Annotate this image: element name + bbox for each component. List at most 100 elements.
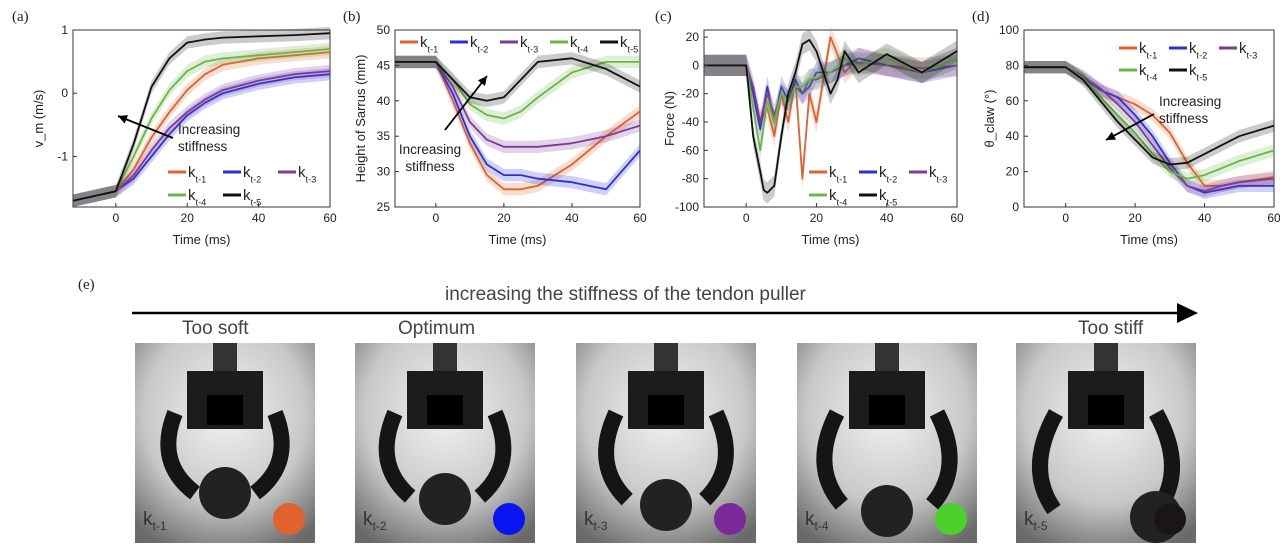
x-tick-label: 0 — [1062, 211, 1069, 225]
stiffness-arrow — [132, 303, 1198, 323]
series-line-k-t-2 — [395, 61, 641, 191]
series-line-k-t-2 — [72, 73, 331, 202]
series-line-k-t-5 — [395, 57, 641, 102]
legend-label: kt-3 — [1239, 40, 1257, 60]
x-tick-label: 0 — [112, 211, 119, 225]
band-k-t-4 — [395, 55, 640, 125]
y-tick-label: 0 — [1012, 200, 1019, 214]
annotation-text: Increasing stiffness — [1159, 94, 1221, 126]
panel-letter-d: (d) — [972, 9, 990, 25]
x-axis-label: Time (ms) — [488, 232, 546, 247]
panel-letter-b: (b) — [343, 9, 361, 25]
series-line-k-t-5 — [72, 32, 331, 202]
y-tick-label: 0 — [61, 86, 68, 100]
x-tick-label: 60 — [950, 211, 964, 225]
band-k-t-2 — [395, 55, 640, 196]
stiffness-label: kt-3 — [584, 509, 608, 533]
y-tick-label: 45 — [377, 58, 391, 72]
charts-figure: 0 20 40 60 -1 0 1 Time (ms) v_m (m/s) kt-1 kt-2 kt-… — [31, 23, 1280, 247]
x-axis-label: Time (ms) — [172, 232, 230, 247]
y-tick-label: 30 — [377, 165, 391, 179]
series-line-k-t-3 — [72, 70, 331, 202]
legend-label: kt-5 — [1189, 62, 1207, 82]
legend-label: kt-5 — [620, 34, 638, 54]
stiffness-label: kt-1 — [143, 509, 167, 533]
y-tick-label: 40 — [377, 94, 391, 108]
y-tick-label: 60 — [1006, 94, 1020, 108]
label-too-soft: Too soft — [182, 318, 249, 339]
series-line-k-t-5 — [1024, 66, 1275, 166]
band-k-t-2 — [73, 68, 330, 207]
band-k-t-3 — [395, 55, 640, 154]
chart-panel-2: 0 20 40 60 25 30 35 40 45 50 Time (ms) Height of Sa… — [353, 23, 647, 247]
panel-letter-a: (a) — [12, 9, 29, 25]
x-axis-label: Time (ms) — [1120, 232, 1178, 247]
x-tick-label: 20 — [1128, 211, 1142, 225]
legend-label: kt-4 — [829, 187, 847, 207]
y-tick-label: 0 — [692, 58, 699, 72]
band-k-t-2 — [704, 47, 957, 140]
band-k-t-5 — [395, 52, 640, 107]
series-line-k-t-4 — [1024, 66, 1275, 180]
y-tick-label: 50 — [377, 23, 391, 37]
color-dot — [935, 503, 967, 535]
gripper-photo-4: kt-4 — [797, 343, 977, 543]
plot-frame — [703, 29, 958, 208]
annotation-arrowhead — [477, 76, 487, 86]
y-tick-label: 20 — [686, 30, 700, 44]
gripper-photo-5: kt-5 — [1016, 343, 1196, 543]
series-line-k-t-1 — [395, 61, 641, 191]
legend-label: kt-4 — [570, 34, 588, 54]
x-tick-label: 0 — [743, 211, 750, 225]
y-tick-label: -60 — [682, 143, 700, 157]
y-tick-label: 20 — [1006, 165, 1020, 179]
series-line-k-t-3 — [1024, 66, 1275, 192]
series-line-k-t-3 — [704, 57, 958, 123]
legend-label: kt-5 — [243, 187, 261, 207]
chart-panel-3: 0 20 40 60 -100 -80 -60 -40 -20 0 20 Time (ms) Force… — [662, 26, 964, 247]
x-tick-label: 20 — [181, 211, 195, 225]
y-axis-label: Force (N) — [662, 91, 677, 146]
band-k-t-2 — [1024, 61, 1274, 199]
gripper-photo-2: kt-2 — [355, 343, 535, 543]
chart-panel-1: 0 20 40 60 -1 0 1 Time (ms) v_m (m/s) kt-1 kt-2 kt-… — [31, 23, 337, 247]
y-tick-label: -20 — [682, 87, 700, 101]
y-axis-label: θ_claw (°) — [982, 90, 997, 148]
stiffness-label: kt-4 — [805, 509, 829, 533]
series-line-k-t-4 — [72, 48, 331, 202]
y-tick-label: -80 — [682, 172, 700, 186]
legend-label: kt-2 — [879, 164, 897, 184]
y-tick-label: 80 — [1006, 58, 1020, 72]
x-tick-label: 60 — [1267, 211, 1280, 225]
legend-label: kt-3 — [520, 34, 538, 54]
series-line-k-t-3 — [395, 61, 641, 148]
annotation-arrow — [1105, 113, 1155, 141]
legend-label: kt-3 — [298, 164, 316, 184]
y-tick-label: -1 — [57, 149, 68, 163]
chart-panel-4: 0 20 40 60 0 20 40 60 80 100 Time (ms) θ_claw (°) kt… — [982, 23, 1280, 247]
x-axis-label: Time (ms) — [801, 232, 859, 247]
legend-label: kt-2 — [470, 34, 488, 54]
x-tick-label: 0 — [432, 211, 439, 225]
annotation-text: Increasing stiffness — [178, 122, 240, 154]
x-tick-label: 40 — [880, 211, 894, 225]
x-tick-label: 40 — [252, 211, 266, 225]
legend-label: kt-1 — [1139, 40, 1157, 60]
series-line-k-t-4 — [704, 57, 958, 152]
annotation-arrowhead — [1106, 131, 1117, 140]
band-k-t-5 — [1024, 61, 1274, 171]
band-k-t-3 — [704, 47, 957, 133]
gripper-illustration — [1016, 343, 1196, 543]
plot-frame — [72, 29, 331, 208]
color-dot — [714, 503, 746, 535]
band-k-t-3 — [1024, 61, 1274, 198]
band-k-t-1 — [73, 45, 330, 207]
y-tick-label: -40 — [682, 115, 700, 129]
band-k-t-5 — [73, 27, 330, 207]
panel-letter-c: (c) — [655, 9, 672, 25]
x-tick-label: 60 — [323, 211, 337, 225]
series-line-k-t-1 — [72, 51, 331, 202]
band-k-t-4 — [704, 47, 957, 162]
stiffness-label: kt-5 — [1024, 509, 1048, 533]
series-line-k-t-5 — [704, 39, 958, 194]
